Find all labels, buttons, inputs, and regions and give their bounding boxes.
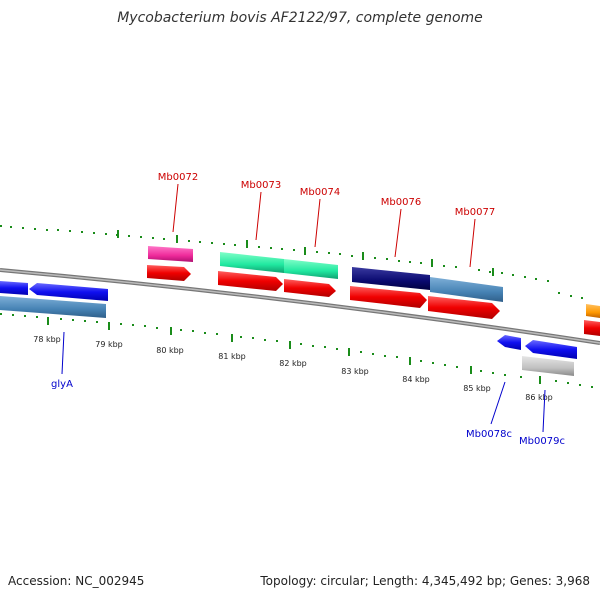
gene-Mb0077-block[interactable] xyxy=(430,277,503,302)
gene-Mb0073-block[interactable] xyxy=(220,252,284,273)
lower-tick-ruler xyxy=(0,313,593,388)
upper-tick-ruler xyxy=(0,225,583,299)
gene-Mb0074-block[interactable] xyxy=(284,259,338,279)
label-glyA[interactable]: glyA xyxy=(51,379,73,390)
map-title: Mycobacterium bovis AF2122/97, complete … xyxy=(117,10,483,26)
glyA-arrow-left[interactable] xyxy=(0,281,28,295)
label-Mb0073[interactable]: Mb0073 xyxy=(241,180,281,191)
kbp-label-79: 79 kbp xyxy=(95,340,123,349)
kbp-label-83: 83 kbp xyxy=(341,367,369,376)
kbp-label-82: 82 kbp xyxy=(279,359,307,368)
label-Mb0078c[interactable]: Mb0078c xyxy=(466,429,512,440)
Mb0079c-arrow[interactable] xyxy=(525,340,577,359)
gene-Mb0072-block[interactable] xyxy=(148,246,193,262)
Mb0072-leader xyxy=(172,183,179,233)
Mb0079c-block[interactable] xyxy=(522,356,574,376)
kbp-label-84: 84 kbp xyxy=(402,375,430,384)
label-Mb0076[interactable]: Mb0076 xyxy=(381,197,421,208)
kbp-label-85: 85 kbp xyxy=(463,384,491,393)
glyA-block[interactable] xyxy=(0,296,106,318)
Mb0073-leader xyxy=(255,191,262,241)
kbp-label-80: 80 kbp xyxy=(156,346,184,355)
Mb0078c-leader xyxy=(490,381,506,425)
kbp-label-81: 81 kbp xyxy=(218,352,246,361)
genome-summary-text: Topology: circular; Length: 4,345,492 bp… xyxy=(260,574,590,588)
Mb0074-leader xyxy=(314,198,321,248)
cds-arrow-5[interactable] xyxy=(428,296,500,319)
cds-arrow-2[interactable] xyxy=(218,271,283,291)
gene-Mb0076-block[interactable] xyxy=(352,267,430,290)
cds-arrow-1[interactable] xyxy=(147,265,191,281)
label-Mb0079c[interactable]: Mb0079c xyxy=(519,436,565,447)
glyA-leader xyxy=(61,331,65,375)
cds-arrow-6[interactable] xyxy=(584,320,600,336)
accession-text: Accession: NC_002945 xyxy=(8,574,145,588)
label-Mb0072[interactable]: Mb0072 xyxy=(158,172,198,183)
kbp-label-86: 86 kbp xyxy=(525,393,553,402)
kbp-label-78: 78 kbp xyxy=(33,335,61,344)
Mb0079c-leader xyxy=(542,389,546,433)
label-Mb0074[interactable]: Mb0074 xyxy=(300,187,340,198)
Mb0077-leader xyxy=(469,218,476,268)
Mb0078c-arrow[interactable] xyxy=(497,335,521,350)
cds-arrow-3[interactable] xyxy=(284,279,336,297)
glyA-arrow[interactable] xyxy=(29,283,108,301)
Mb0076-leader xyxy=(394,208,402,258)
label-Mb0077[interactable]: Mb0077 xyxy=(455,207,495,218)
gene-edge-orange-block[interactable] xyxy=(586,304,600,318)
cds-arrow-4[interactable] xyxy=(350,286,427,308)
